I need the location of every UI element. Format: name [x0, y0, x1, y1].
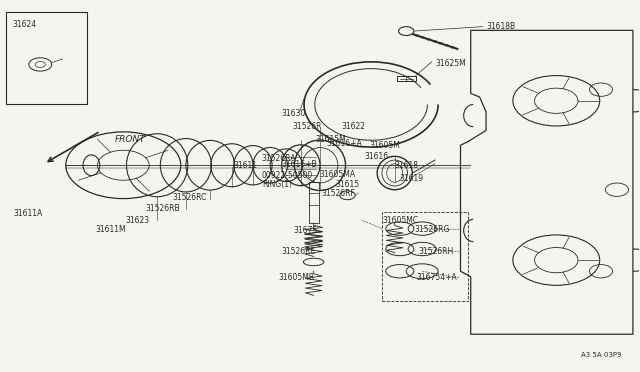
Text: 31526RA: 31526RA: [262, 154, 296, 163]
Text: 316754+A: 316754+A: [417, 273, 457, 282]
Text: A3 5A 03P9: A3 5A 03P9: [581, 352, 621, 358]
Circle shape: [399, 27, 414, 36]
Text: 31618B: 31618B: [486, 22, 515, 31]
Text: RING(1): RING(1): [262, 180, 292, 189]
Bar: [6, 12, 87, 105]
Text: 31526RF: 31526RF: [321, 189, 355, 198]
Text: 31526RC: 31526RC: [173, 193, 207, 202]
Text: 31526RH: 31526RH: [419, 247, 454, 256]
Text: 31611M: 31611M: [95, 225, 126, 234]
Text: 31526RB: 31526RB: [145, 205, 180, 214]
Text: 31605MB: 31605MB: [278, 273, 314, 282]
Text: 31615: 31615: [335, 180, 360, 189]
Text: FRONT: FRONT: [115, 135, 145, 144]
Text: 31619: 31619: [400, 174, 424, 183]
Text: 31611: 31611: [234, 161, 258, 170]
Text: 31675: 31675: [294, 226, 318, 235]
Bar: [308, 182, 319, 223]
Bar: [382, 212, 468, 301]
Text: 00922-50500: 00922-50500: [262, 171, 313, 180]
Text: 31526R: 31526R: [292, 122, 322, 131]
Text: 31605MA: 31605MA: [319, 170, 355, 179]
Text: 31630: 31630: [282, 109, 306, 118]
Text: 31616: 31616: [365, 152, 389, 161]
Text: 31618: 31618: [395, 161, 419, 170]
Text: 31623: 31623: [125, 216, 149, 225]
Bar: [397, 76, 416, 81]
Text: 31616+B: 31616+B: [282, 160, 317, 169]
Text: 31615M: 31615M: [316, 135, 346, 144]
Text: 31622: 31622: [342, 122, 365, 131]
Text: 31526RE: 31526RE: [281, 247, 316, 256]
Text: 31611A: 31611A: [13, 209, 43, 218]
Text: 31625M: 31625M: [435, 59, 466, 68]
Text: 31605MC: 31605MC: [383, 216, 419, 225]
Text: 31526RG: 31526RG: [415, 225, 450, 234]
Text: 31624: 31624: [12, 20, 36, 29]
Text: 31616+A: 31616+A: [326, 139, 362, 148]
Text: 31605M: 31605M: [369, 141, 400, 150]
